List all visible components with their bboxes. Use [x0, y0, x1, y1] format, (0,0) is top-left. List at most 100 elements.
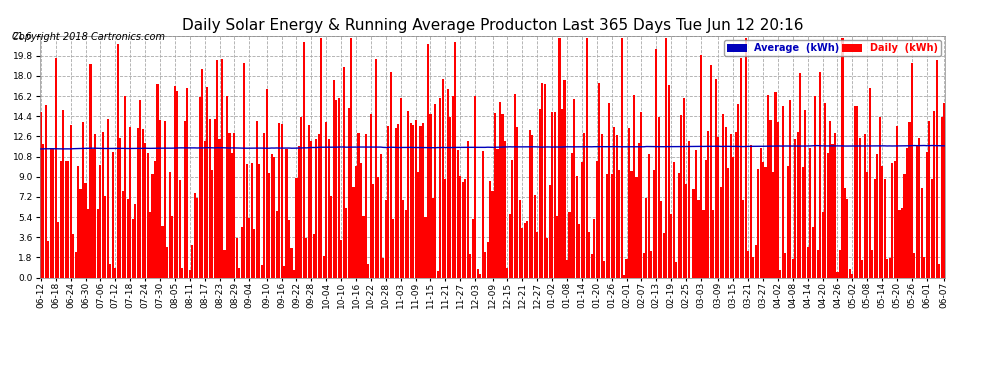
Bar: [352, 188, 354, 278]
Bar: [114, 268, 117, 278]
Bar: [636, 177, 638, 278]
Bar: [430, 114, 432, 278]
Bar: [856, 106, 858, 278]
Bar: [451, 96, 453, 278]
Bar: [713, 210, 715, 278]
Bar: [749, 145, 751, 278]
Bar: [797, 132, 799, 278]
Bar: [904, 174, 906, 278]
Bar: [868, 88, 871, 278]
Bar: [479, 273, 481, 278]
Bar: [124, 96, 127, 278]
Bar: [285, 149, 287, 278]
Bar: [680, 115, 682, 278]
Bar: [328, 139, 330, 278]
Bar: [427, 44, 429, 278]
Bar: [742, 200, 744, 278]
Bar: [827, 153, 829, 278]
Bar: [59, 161, 61, 278]
Bar: [181, 268, 183, 278]
Bar: [134, 204, 137, 278]
Bar: [82, 122, 84, 278]
Bar: [496, 149, 499, 278]
Bar: [308, 124, 310, 278]
Bar: [151, 174, 153, 278]
Bar: [858, 138, 861, 278]
Bar: [522, 228, 524, 278]
Bar: [650, 251, 652, 278]
Bar: [360, 163, 362, 278]
Bar: [199, 97, 201, 278]
Bar: [767, 95, 769, 278]
Bar: [881, 166, 883, 278]
Bar: [347, 108, 349, 278]
Bar: [43, 144, 45, 278]
Bar: [397, 124, 399, 278]
Bar: [112, 152, 114, 278]
Bar: [529, 130, 531, 278]
Bar: [400, 98, 402, 278]
Bar: [341, 240, 343, 278]
Bar: [665, 38, 667, 278]
Bar: [916, 146, 918, 278]
Bar: [318, 135, 320, 278]
Bar: [481, 151, 484, 278]
Bar: [239, 268, 241, 278]
Bar: [270, 154, 272, 278]
Bar: [313, 234, 315, 278]
Bar: [355, 166, 357, 278]
Bar: [911, 63, 913, 278]
Bar: [777, 122, 779, 278]
Bar: [943, 103, 945, 278]
Bar: [219, 140, 221, 278]
Bar: [494, 113, 496, 278]
Bar: [718, 137, 720, 278]
Bar: [733, 157, 735, 278]
Bar: [248, 218, 250, 278]
Bar: [613, 127, 615, 278]
Bar: [137, 128, 139, 278]
Bar: [725, 128, 727, 278]
Text: Copyright 2018 Cartronics.com: Copyright 2018 Cartronics.com: [12, 32, 165, 42]
Bar: [422, 123, 424, 278]
Bar: [166, 247, 168, 278]
Bar: [454, 42, 456, 278]
Bar: [655, 49, 657, 278]
Bar: [819, 72, 821, 278]
Bar: [616, 135, 618, 278]
Bar: [506, 268, 509, 278]
Bar: [687, 141, 690, 278]
Bar: [926, 152, 928, 278]
Bar: [350, 38, 352, 278]
Bar: [784, 253, 786, 278]
Bar: [156, 84, 158, 278]
Bar: [94, 134, 96, 278]
Bar: [652, 171, 655, 278]
Bar: [829, 121, 831, 278]
Bar: [310, 141, 313, 278]
Bar: [325, 122, 328, 278]
Bar: [343, 67, 345, 278]
Bar: [390, 72, 392, 278]
Bar: [122, 191, 124, 278]
Bar: [631, 171, 633, 278]
Bar: [576, 177, 578, 278]
Bar: [265, 89, 267, 278]
Bar: [486, 242, 489, 278]
Bar: [645, 198, 647, 278]
Bar: [77, 166, 79, 278]
Bar: [782, 106, 784, 278]
Bar: [412, 125, 414, 278]
Bar: [250, 163, 252, 278]
Bar: [626, 260, 628, 278]
Bar: [876, 154, 878, 278]
Bar: [573, 99, 575, 278]
Bar: [372, 184, 374, 278]
Bar: [611, 174, 613, 278]
Bar: [871, 251, 873, 278]
Bar: [822, 212, 824, 278]
Bar: [705, 160, 707, 278]
Bar: [417, 172, 419, 278]
Bar: [244, 63, 246, 278]
Bar: [234, 133, 236, 278]
